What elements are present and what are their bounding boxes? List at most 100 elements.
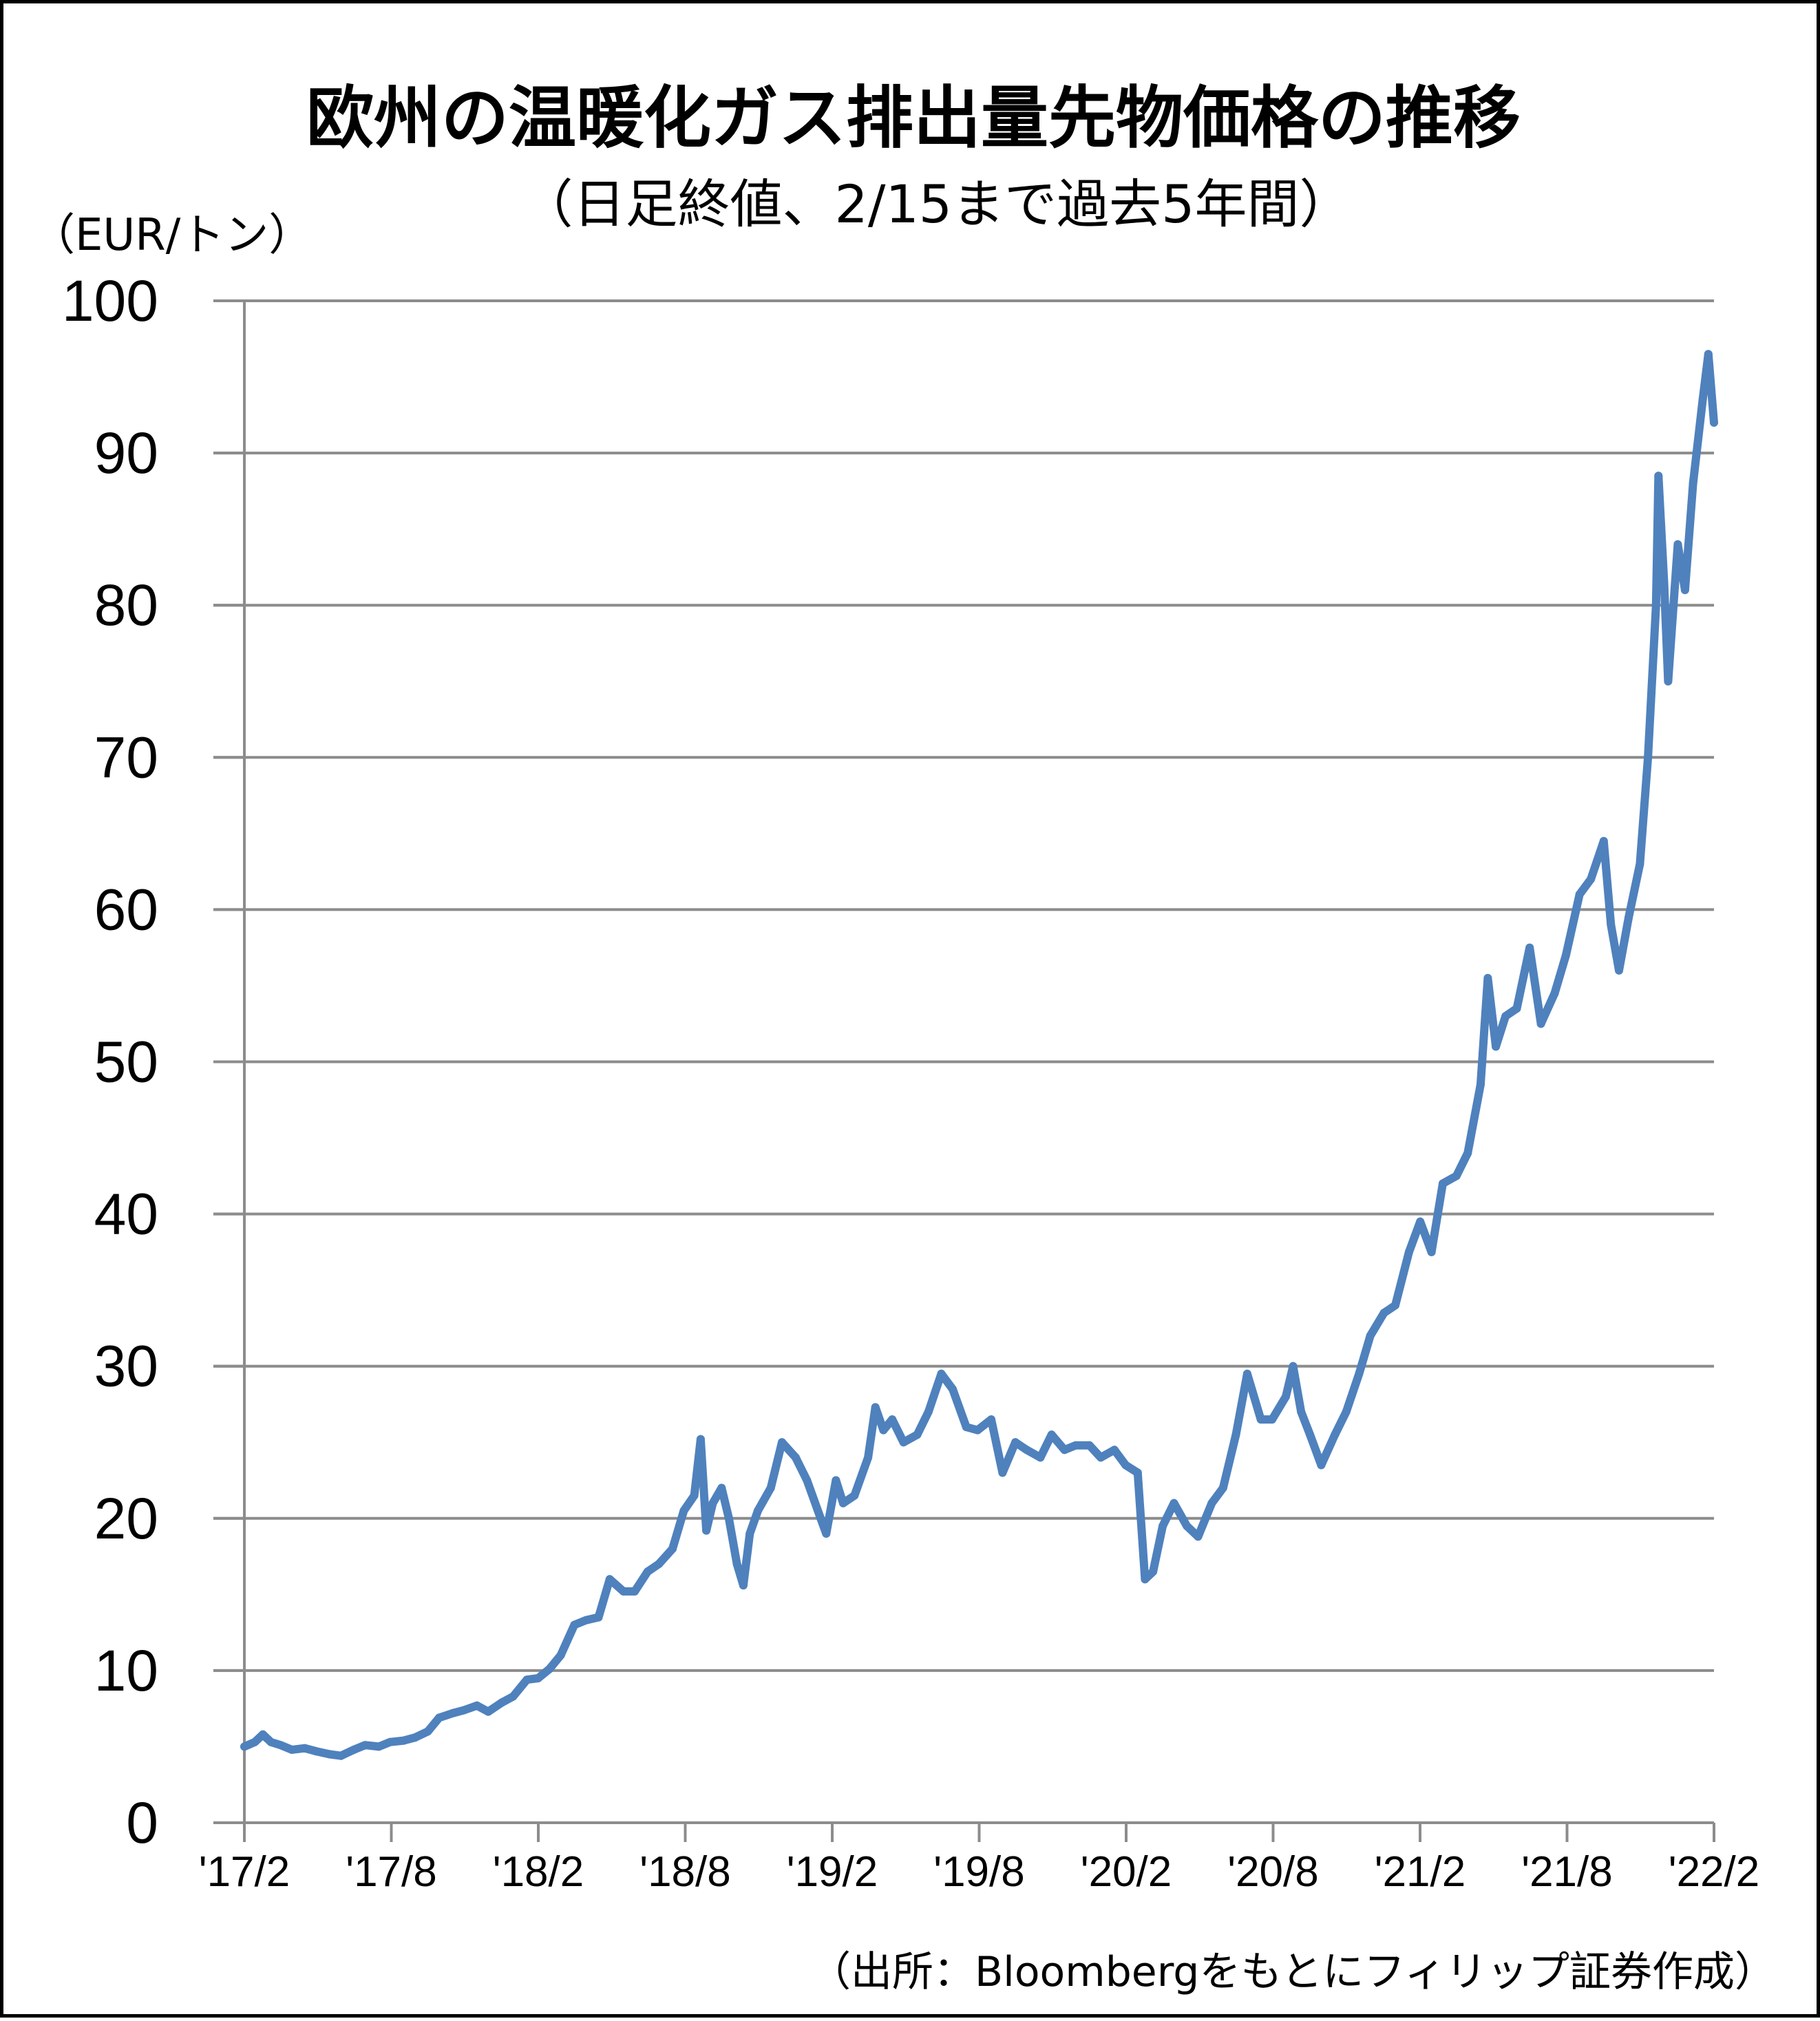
data-point [1673, 540, 1682, 549]
data-point [1242, 1369, 1251, 1378]
data-point [948, 1384, 957, 1393]
data-point [745, 1529, 754, 1538]
data-point [724, 1514, 733, 1523]
y-axis-unit-label: （EUR/トン） [31, 210, 313, 261]
y-tick-label: 30 [94, 1334, 158, 1399]
data-point [1587, 875, 1596, 884]
data-point [690, 1491, 699, 1500]
data-point [361, 1741, 370, 1750]
data-point [1525, 943, 1534, 952]
data-point [1158, 1521, 1167, 1530]
data-point [288, 1745, 296, 1754]
data-point [1416, 1217, 1425, 1226]
data-point [460, 1706, 469, 1715]
data-point [1218, 1483, 1227, 1492]
data-point [1355, 1369, 1364, 1378]
data-point [1282, 1392, 1290, 1401]
data-point [838, 1499, 847, 1507]
data-point [1636, 860, 1644, 869]
data-point [509, 1692, 518, 1701]
data-point [423, 1727, 432, 1736]
data-point [1256, 1415, 1265, 1424]
x-tick-label: '18/2 [493, 1848, 584, 1896]
data-point [1512, 1004, 1521, 1013]
data-point [643, 1567, 652, 1576]
data-point [570, 1620, 579, 1629]
data-point [962, 1423, 971, 1432]
data-point [1366, 1331, 1375, 1340]
y-tick-label: 80 [94, 573, 158, 637]
data-point [556, 1651, 565, 1660]
series-line [240, 350, 1718, 1760]
data-point [1599, 836, 1608, 845]
data-point [708, 1499, 717, 1507]
data-point [1071, 1441, 1080, 1450]
data-point [533, 1674, 542, 1682]
y-tick-label: 20 [94, 1486, 158, 1551]
data-point [1492, 1042, 1501, 1051]
data-point [484, 1707, 493, 1716]
data-point [1097, 1453, 1105, 1462]
x-tick-label: '21/8 [1521, 1848, 1613, 1896]
chart-title: 欧州の温暖化ガス排出量先物価格の推移 [306, 79, 1521, 158]
data-point [300, 1744, 309, 1753]
data-point [816, 1514, 825, 1523]
x-tick-labels: '17/2 '17/8 '18/2 '18/8 '19/2 '19/8 '20/2 '20/8… [199, 1848, 1760, 1896]
data-point [1698, 395, 1707, 404]
data-point [1268, 1415, 1277, 1424]
data-point [871, 1403, 880, 1412]
data-point [251, 1737, 260, 1746]
data-point [605, 1575, 614, 1584]
y-tick-label: 70 [94, 725, 158, 790]
data-point [1306, 1430, 1315, 1439]
data-point [937, 1369, 946, 1378]
data-point [312, 1747, 321, 1756]
y-tick-label: 100 [62, 268, 158, 333]
data-point [1680, 586, 1689, 595]
data-point [1536, 1019, 1545, 1028]
data-point [822, 1529, 831, 1538]
data-point [803, 1476, 812, 1485]
data-point [924, 1408, 933, 1416]
data-point [754, 1506, 762, 1515]
data-point [325, 1750, 334, 1759]
y-tick-label: 60 [94, 877, 158, 942]
data-point [879, 1426, 888, 1435]
data-point [522, 1675, 531, 1684]
data-point [1615, 966, 1623, 975]
data-point [1452, 1172, 1461, 1181]
data-point [545, 1664, 554, 1673]
axes [213, 299, 1715, 1842]
data-point [1391, 1301, 1399, 1310]
data-point [1561, 951, 1570, 960]
y-tick-labels: 0 10 20 30 40 50 60 70 80 90 100 [62, 268, 158, 1855]
data-point [1644, 753, 1653, 762]
data-point [1342, 1408, 1351, 1416]
data-point [668, 1545, 677, 1553]
data-point [987, 1415, 995, 1424]
y-tick-label: 50 [94, 1030, 158, 1094]
data-point [1439, 1179, 1447, 1188]
data-point [1289, 1362, 1298, 1371]
data-point [1141, 1575, 1150, 1584]
data-point [1022, 1446, 1031, 1454]
data-point [1476, 1080, 1485, 1089]
gridlines [213, 299, 1714, 1672]
data-point [1194, 1532, 1203, 1541]
data-point [1625, 913, 1633, 922]
data-point [1317, 1461, 1326, 1470]
data-point [594, 1613, 603, 1622]
x-tick-label: '20/2 [1081, 1848, 1172, 1896]
data-point [410, 1733, 419, 1742]
data-point [1133, 1468, 1142, 1477]
data-point [385, 1737, 394, 1746]
data-point [864, 1453, 873, 1462]
data-point [778, 1438, 786, 1447]
data-point [1183, 1521, 1192, 1530]
data-point [1149, 1567, 1158, 1576]
data-point [472, 1701, 481, 1710]
data-point [1689, 479, 1697, 488]
x-tick-label: '19/8 [933, 1848, 1025, 1896]
x-tick-label: '22/2 [1669, 1848, 1760, 1896]
